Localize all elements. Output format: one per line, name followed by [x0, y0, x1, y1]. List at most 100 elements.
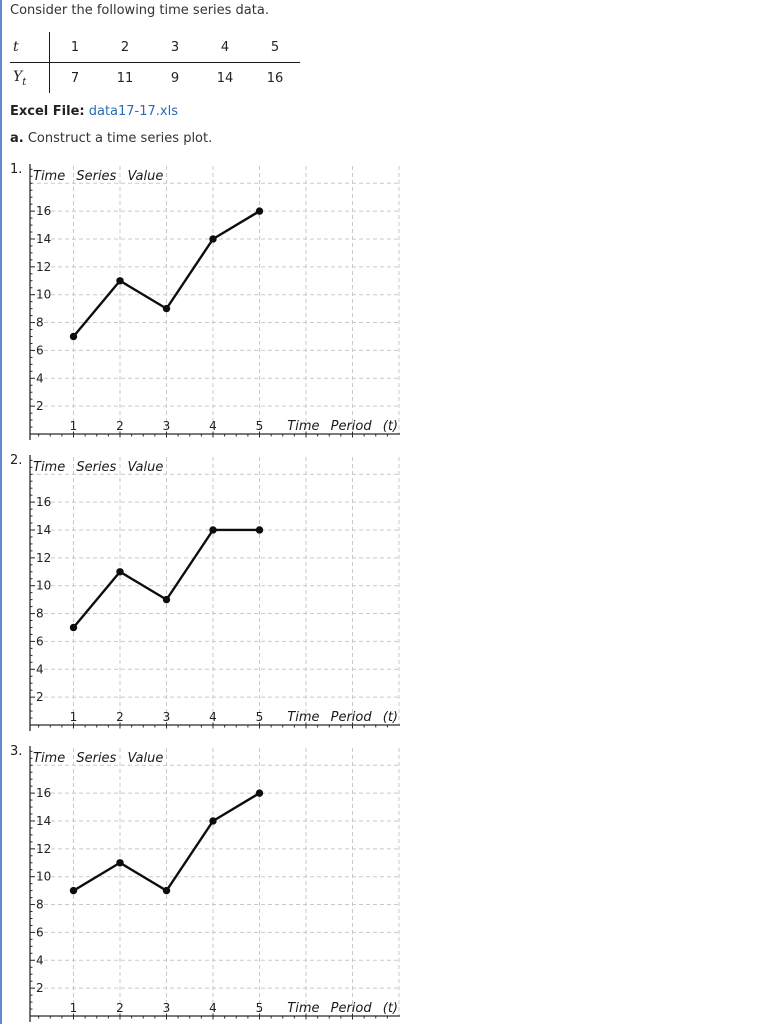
svg-text:16: 16: [36, 495, 51, 509]
time-series-plot-2: 2 4 6 8 10 12 14 16 1 2 3 4 5 Time Series Value Time P…: [22, 453, 404, 739]
svg-text:4: 4: [36, 662, 44, 676]
data-table: t 1 2 3 4 5 Yt 7 11 9 14 16: [10, 32, 300, 93]
table-cell: 11: [116, 70, 134, 86]
svg-text:16: 16: [36, 204, 51, 218]
data-point: [116, 277, 124, 285]
svg-text:2: 2: [116, 419, 124, 433]
table-cell: 1: [70, 39, 80, 55]
chart-captions: Time Series Value Time Period (t): [33, 169, 398, 434]
chart-captions: Time Series Value Time Period (t): [33, 751, 398, 1016]
svg-text:14: 14: [36, 523, 51, 537]
table-cell: 3: [170, 39, 180, 55]
svg-text:2: 2: [36, 981, 44, 995]
svg-text:8: 8: [36, 316, 44, 330]
svg-text:4: 4: [209, 419, 217, 433]
axes: [29, 455, 400, 731]
plot-option-3: 3. 2 4 6 8 10 12 14 16 1 2 3 4 5 Time Series Value Tim…: [10, 744, 774, 1030]
part-a-text: Construct a time series plot.: [27, 131, 213, 146]
excel-file-link[interactable]: data17-17.xls: [88, 104, 179, 119]
chart-captions: Time Series Value Time Period (t): [33, 460, 398, 725]
svg-text:12: 12: [36, 260, 51, 274]
x-axis-label: Time Period (t): [287, 710, 398, 725]
svg-text:3: 3: [163, 419, 171, 433]
table-cell: 9: [170, 70, 180, 86]
series-line: [69, 526, 264, 632]
data-point: [209, 235, 217, 243]
svg-text:10: 10: [36, 870, 51, 884]
axes: [29, 164, 400, 440]
chart-title: Time Series Value: [33, 460, 163, 475]
excel-file-line: Excel File: data17-17.xls: [10, 104, 774, 119]
svg-text:12: 12: [36, 551, 51, 565]
time-series-plot-3: 2 4 6 8 10 12 14 16 1 2 3 4 5 Time Series Value Time P…: [22, 744, 404, 1030]
table-cell: 2: [120, 39, 130, 55]
svg-text:14: 14: [36, 232, 51, 246]
intro-text: Consider the following time series data.: [10, 3, 269, 18]
gridlines: [30, 166, 400, 434]
svg-text:14: 14: [36, 814, 51, 828]
svg-text:1: 1: [70, 710, 78, 724]
svg-text:3: 3: [163, 710, 171, 724]
svg-text:2: 2: [116, 710, 124, 724]
svg-text:6: 6: [36, 925, 44, 939]
table-cell: 7: [70, 70, 80, 86]
data-point: [162, 595, 171, 604]
x-axis-label: Time Period (t): [287, 419, 398, 434]
data-point: [162, 886, 171, 895]
svg-text:5: 5: [256, 419, 264, 433]
svg-text:6: 6: [36, 343, 44, 357]
excel-file-label: Excel File:: [10, 104, 85, 119]
plot-option-number: 2.: [10, 453, 23, 468]
svg-text:10: 10: [36, 288, 51, 302]
axis-ticks: [30, 750, 388, 1020]
plot-option-number: 3.: [10, 744, 23, 759]
data-point: [116, 568, 124, 576]
data-point: [209, 817, 217, 825]
table-row-yt: Yt 7 11 9 14 16: [10, 63, 300, 93]
table-cell: 16: [266, 70, 284, 86]
svg-text:3: 3: [163, 1001, 171, 1015]
table-cell: 14: [216, 70, 234, 86]
part-a-label: a.: [10, 131, 24, 146]
table-row-t: t 1 2 3 4 5: [10, 32, 300, 63]
svg-text:4: 4: [36, 371, 44, 385]
x-axis-label: Time Period (t): [287, 1001, 398, 1016]
svg-text:4: 4: [209, 710, 217, 724]
chart-title: Time Series Value: [33, 169, 163, 184]
series-line: [69, 789, 264, 895]
svg-text:4: 4: [36, 953, 44, 967]
svg-text:8: 8: [36, 898, 44, 912]
time-series-plot-1: 2 4 6 8 10 12 14 16 1 2 3 4 5 Time Series Value Time P…: [22, 162, 404, 448]
svg-text:5: 5: [256, 1001, 264, 1015]
plot-option-number: 1.: [10, 162, 23, 177]
svg-text:16: 16: [36, 786, 51, 800]
table-cell: 5: [270, 39, 280, 55]
data-point: [69, 623, 78, 632]
data-point: [116, 859, 124, 867]
table-cell: 4: [220, 39, 230, 55]
table-header-yt: Yt: [10, 63, 50, 93]
gridlines: [30, 748, 400, 1016]
svg-text:2: 2: [116, 1001, 124, 1015]
plot-option-1: 1. 2 4 6 8 10 12 14 16 1 2 3 4 5 Time Series Value Tim…: [10, 162, 774, 448]
data-point: [69, 886, 78, 895]
svg-text:4: 4: [209, 1001, 217, 1015]
svg-text:5: 5: [256, 710, 264, 724]
chart-title: Time Series Value: [33, 751, 163, 766]
svg-text:1: 1: [70, 419, 78, 433]
axis-ticks: [30, 459, 388, 729]
data-point: [69, 332, 78, 341]
svg-text:8: 8: [36, 607, 44, 621]
plot-option-2: 2. 2 4 6 8 10 12 14 16 1 2 3 4 5 Time Series Value Tim…: [10, 453, 774, 739]
gridlines: [30, 457, 400, 725]
svg-text:2: 2: [36, 690, 44, 704]
data-point: [255, 526, 264, 534]
data-point: [209, 526, 217, 534]
